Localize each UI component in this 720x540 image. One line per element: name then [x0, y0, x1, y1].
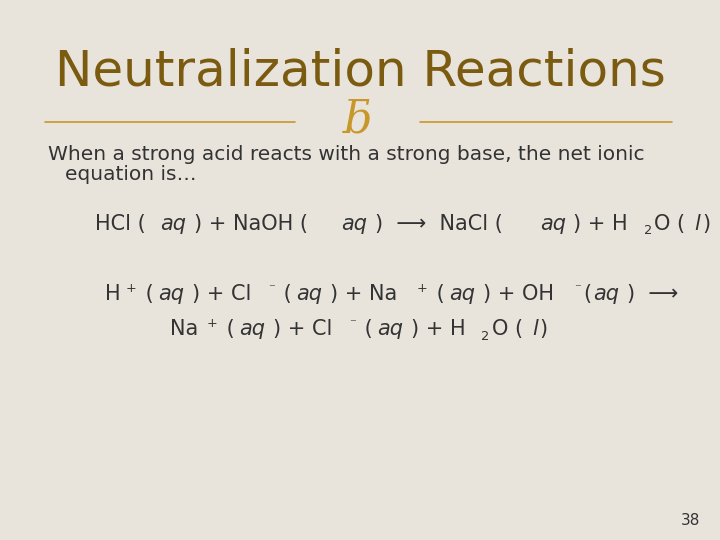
Text: ⁻: ⁻ — [269, 282, 275, 295]
Text: l: l — [695, 214, 701, 234]
Text: ) + H: ) + H — [411, 319, 465, 339]
Text: ): ) — [539, 319, 548, 339]
Text: 38: 38 — [680, 513, 700, 528]
Text: (: ( — [583, 284, 591, 304]
Text: 2: 2 — [481, 329, 490, 342]
Text: +: + — [125, 282, 136, 295]
Text: (: ( — [430, 284, 445, 304]
Text: (: ( — [220, 319, 235, 339]
Text: )  ⟶  NaCl (: ) ⟶ NaCl ( — [374, 214, 503, 234]
Text: aq: aq — [239, 319, 266, 339]
Text: ƃ: ƃ — [343, 98, 372, 141]
Text: 2: 2 — [644, 225, 652, 238]
Text: +: + — [416, 282, 427, 295]
Text: O (: O ( — [492, 319, 523, 339]
Text: aq: aq — [296, 284, 322, 304]
Text: ) + NaOH (: ) + NaOH ( — [194, 214, 308, 234]
Text: aq: aq — [540, 214, 566, 234]
Text: aq: aq — [593, 284, 619, 304]
Text: l: l — [532, 319, 538, 339]
Text: H: H — [105, 284, 121, 304]
Text: equation is…: equation is… — [65, 165, 197, 185]
Text: ) + Na: ) + Na — [330, 284, 397, 304]
Text: aq: aq — [341, 214, 367, 234]
Text: ) + Cl: ) + Cl — [273, 319, 332, 339]
Text: (: ( — [277, 284, 292, 304]
Text: )  ⟶: ) ⟶ — [627, 284, 678, 304]
Text: aq: aq — [158, 284, 184, 304]
Text: O (: O ( — [654, 214, 685, 234]
Text: ): ) — [702, 214, 710, 234]
Text: Neutralization Reactions: Neutralization Reactions — [55, 48, 665, 96]
Text: ) + H: ) + H — [573, 214, 628, 234]
Text: aq: aq — [449, 284, 475, 304]
Text: ) + OH: ) + OH — [482, 284, 554, 304]
Text: aq: aq — [161, 214, 186, 234]
Text: (: ( — [139, 284, 154, 304]
Text: When a strong acid reacts with a strong base, the net ionic: When a strong acid reacts with a strong … — [48, 145, 644, 165]
Text: Na: Na — [170, 319, 198, 339]
Text: (: ( — [359, 319, 373, 339]
Text: ⁻: ⁻ — [349, 317, 356, 330]
Text: +: + — [207, 317, 217, 330]
Text: ⁻: ⁻ — [575, 282, 581, 295]
Text: HCl (: HCl ( — [95, 214, 145, 234]
Text: ) + Cl: ) + Cl — [192, 284, 251, 304]
Text: aq: aq — [377, 319, 403, 339]
